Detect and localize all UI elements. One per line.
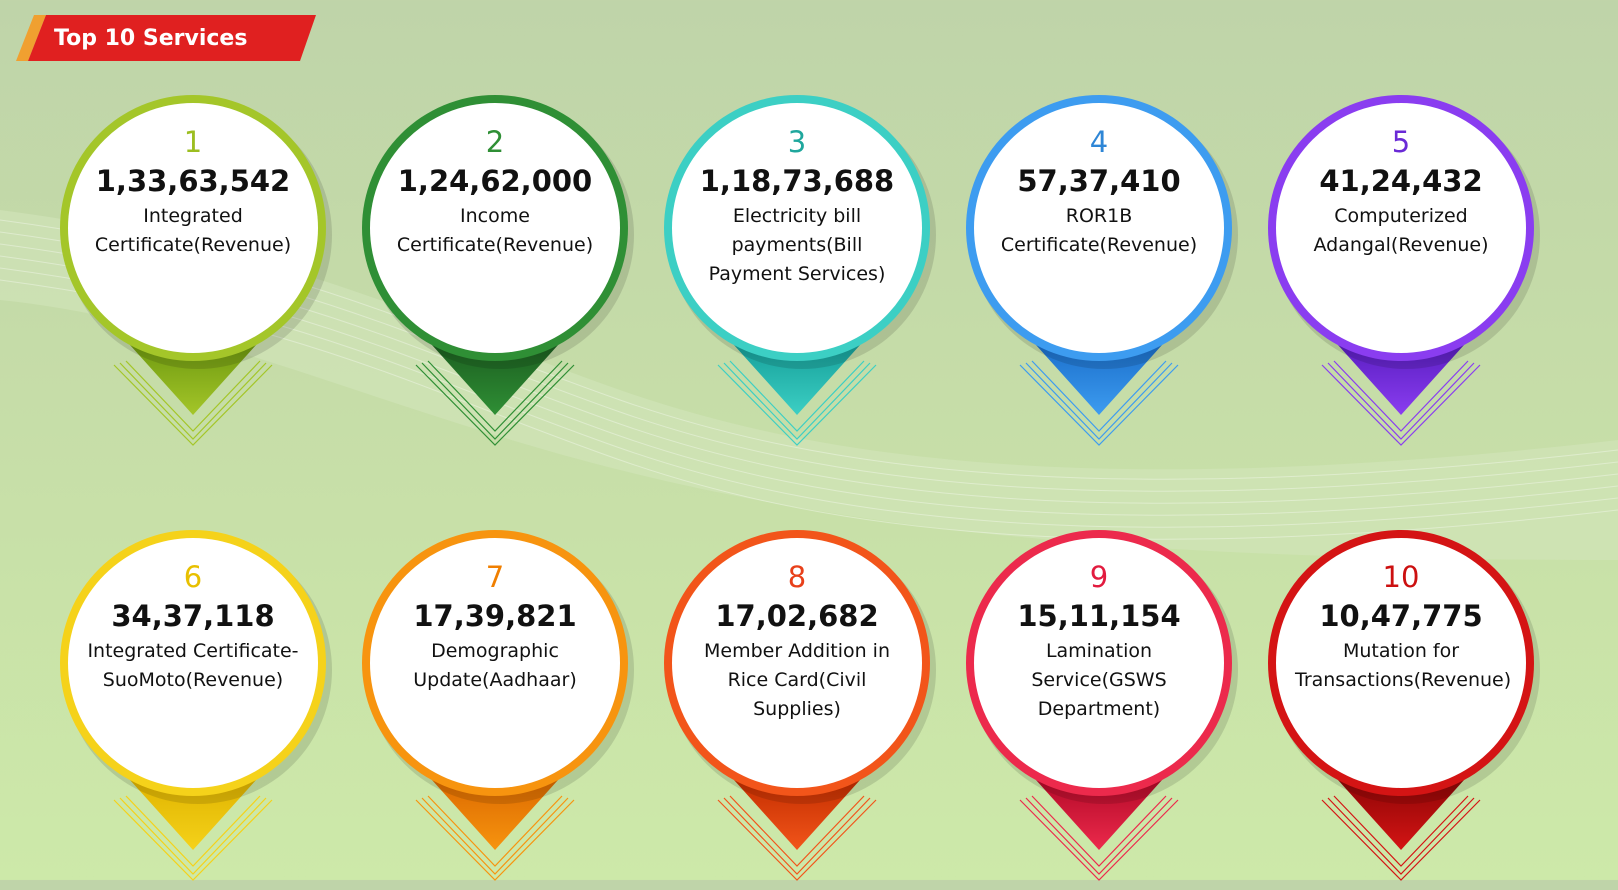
service-card-content: 1 1,33,63,542 Integrated Certificate(Reven… [73,125,313,260]
service-rank: 2 [485,125,505,159]
service-rank: 9 [1089,560,1109,594]
service-name: Computerized Adangal(Revenue) [1313,205,1489,256]
service-pin-graphic [1268,95,1540,446]
service-card-content: 10 10,47,775 Mutation for Transactions(Rev… [1281,560,1521,695]
service-count: 1,18,73,688 [699,164,895,198]
service-count: 15,11,154 [1017,599,1181,633]
service-name: Integrated Certificate-SuoMoto(Revenue) [87,640,299,691]
service-count: 1,33,63,542 [95,164,291,198]
service-rank: 3 [787,125,807,159]
service-card-content: 6 34,37,118 Integrated Certificate-SuoMoto… [73,560,313,695]
service-count: 17,39,821 [413,599,577,633]
service-pin-graphic [664,95,936,446]
service-card-content: 5 41,24,432 Computerized Adangal(Revenue) [1281,125,1521,260]
service-name: ROR1B Certificate(Revenue) [1000,205,1198,256]
service-name: Income Certificate(Revenue) [396,205,594,256]
service-pin-graphic [664,530,936,881]
service-card-content: 9 15,11,154 Lamination Service(GSWS Depart… [979,560,1219,724]
service-rank: 4 [1089,125,1109,159]
service-card: 8 17,02,682 Member Addition in Rice Card(C… [652,530,942,890]
service-card-content: 8 17,02,682 Member Addition in Rice Card(C… [677,560,917,724]
service-name: Mutation for Transactions(Revenue) [1295,640,1512,691]
page-title: Top 10 Services [54,26,248,51]
service-name: Electricity bill payments(Bill Payment S… [708,205,886,285]
service-rank: 5 [1391,125,1411,159]
service-pin-graphic [362,95,634,446]
service-card: 4 57,37,410 ROR1B Certificate(Revenue) [954,95,1244,455]
service-card-content: 2 1,24,62,000 Income Certificate(Revenue) [375,125,615,260]
service-rank: 1 [183,125,203,159]
header-ribbon [16,15,316,61]
service-count: 10,47,775 [1319,599,1483,633]
service-name: Demographic Update(Aadhaar) [413,640,577,691]
service-card: 2 1,24,62,000 Income Certificate(Revenue) [350,95,640,455]
service-card: 5 41,24,432 Computerized Adangal(Revenue) [1256,95,1546,455]
service-name: Lamination Service(GSWS Department) [1031,640,1167,720]
service-pin-graphic [1268,530,1540,881]
service-card: 6 34,37,118 Integrated Certificate-SuoMoto… [48,530,338,890]
service-rank: 10 [1382,560,1420,594]
service-pin-graphic [966,95,1238,446]
service-pin-graphic [60,95,332,446]
service-count: 34,37,118 [111,599,275,633]
service-count: 57,37,410 [1017,164,1181,198]
service-count: 1,24,62,000 [397,164,593,198]
service-count: 17,02,682 [715,599,879,633]
service-pin-graphic [362,530,634,881]
service-name: Member Addition in Rice Card(Civil Suppl… [703,640,890,720]
service-card: 3 1,18,73,688 Electricity bill payments(Bi… [652,95,942,455]
section-header: Top 10 Services [16,15,316,63]
service-rank: 8 [787,560,807,594]
service-card-content: 4 57,37,410 ROR1B Certificate(Revenue) [979,125,1219,260]
service-card: 7 17,39,821 Demographic Update(Aadhaar) [350,530,640,890]
service-rank: 6 [183,560,203,594]
service-name: Integrated Certificate(Revenue) [94,205,292,256]
service-card-content: 3 1,18,73,688 Electricity bill payments(Bi… [677,125,917,289]
service-rank: 7 [485,560,505,594]
service-card: 9 15,11,154 Lamination Service(GSWS Depart… [954,530,1244,890]
service-count: 41,24,432 [1319,164,1483,198]
service-card: 10 10,47,775 Mutation for Transactions(Rev… [1256,530,1546,890]
service-pin-graphic [60,530,332,881]
service-pin-graphic [966,530,1238,881]
service-card: 1 1,33,63,542 Integrated Certificate(Reven… [48,95,338,455]
service-card-content: 7 17,39,821 Demographic Update(Aadhaar) [375,560,615,695]
